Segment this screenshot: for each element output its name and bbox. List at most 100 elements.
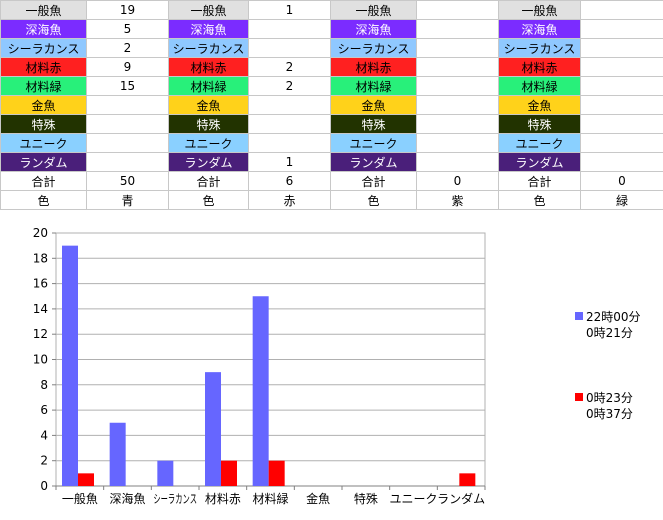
total-value-cell[interactable]: 6 <box>249 172 331 191</box>
category-label-cell[interactable]: 特殊 <box>169 115 249 134</box>
category-label-cell[interactable]: 深海魚 <box>169 20 249 39</box>
x-tick-label: シーラカンス <box>153 492 197 506</box>
x-tick-label: 一般魚 <box>62 491 98 506</box>
category-label-cell[interactable]: 材料赤 <box>169 58 249 77</box>
value-cell[interactable]: 15 <box>87 77 169 96</box>
value-cell[interactable] <box>87 153 169 172</box>
value-cell[interactable] <box>581 39 663 58</box>
value-cell[interactable] <box>87 115 169 134</box>
category-label-cell[interactable]: 深海魚 <box>331 20 417 39</box>
category-label-cell[interactable]: 深海魚 <box>499 20 581 39</box>
category-label-cell[interactable]: 特殊 <box>1 115 87 134</box>
bar <box>459 473 475 486</box>
category-label-cell[interactable]: 金魚 <box>169 96 249 115</box>
value-cell[interactable] <box>417 39 499 58</box>
value-cell[interactable] <box>417 20 499 39</box>
value-cell[interactable] <box>417 58 499 77</box>
value-cell[interactable] <box>249 39 331 58</box>
category-label-cell[interactable]: 一般魚 <box>499 1 581 20</box>
category-label-cell[interactable]: ランダム <box>169 153 249 172</box>
category-label-cell[interactable]: 材料緑 <box>331 77 417 96</box>
value-cell[interactable] <box>581 20 663 39</box>
value-cell[interactable]: 2 <box>249 58 331 77</box>
value-cell[interactable] <box>417 77 499 96</box>
y-tick-label: 8 <box>40 378 48 392</box>
value-cell[interactable]: 19 <box>87 1 169 20</box>
category-label-cell[interactable]: シーラカンス <box>499 39 581 58</box>
category-label-cell[interactable]: シーラカンス <box>169 39 249 58</box>
category-label-cell[interactable]: 材料緑 <box>499 77 581 96</box>
category-label-cell[interactable]: ユニーク <box>331 134 417 153</box>
category-label-cell[interactable]: シーラカンス <box>331 39 417 58</box>
category-label-cell[interactable]: 材料緑 <box>1 77 87 96</box>
category-label-cell[interactable]: ランダム <box>1 153 87 172</box>
category-label-cell[interactable]: 金魚 <box>331 96 417 115</box>
total-value-cell[interactable]: 50 <box>87 172 169 191</box>
category-label-cell[interactable]: 金魚 <box>499 96 581 115</box>
category-label-cell[interactable]: ユニーク <box>1 134 87 153</box>
value-cell[interactable]: 2 <box>249 77 331 96</box>
y-tick-label: 10 <box>33 353 48 367</box>
category-label-cell[interactable]: 一般魚 <box>331 1 417 20</box>
value-cell[interactable] <box>249 115 331 134</box>
total-label-cell[interactable]: 合計 <box>499 172 581 191</box>
total-label-cell[interactable]: 合計 <box>169 172 249 191</box>
value-cell[interactable] <box>417 96 499 115</box>
legend-label: 0時37分 <box>586 407 633 421</box>
value-cell[interactable] <box>581 58 663 77</box>
value-cell[interactable] <box>581 1 663 20</box>
y-tick-label: 16 <box>33 277 48 291</box>
value-cell[interactable] <box>249 20 331 39</box>
category-label-cell[interactable]: 材料赤 <box>499 58 581 77</box>
value-cell[interactable] <box>417 134 499 153</box>
value-cell[interactable]: 2 <box>87 39 169 58</box>
value-cell[interactable] <box>581 153 663 172</box>
bar <box>110 423 126 486</box>
category-label-cell[interactable]: 特殊 <box>499 115 581 134</box>
category-label-cell[interactable]: 一般魚 <box>1 1 87 20</box>
value-cell[interactable] <box>417 153 499 172</box>
value-cell[interactable] <box>87 134 169 153</box>
category-label-cell[interactable]: 特殊 <box>331 115 417 134</box>
bar <box>62 246 78 486</box>
value-cell[interactable] <box>581 77 663 96</box>
category-label-cell[interactable]: 材料赤 <box>331 58 417 77</box>
value-cell[interactable]: 1 <box>249 1 331 20</box>
value-cell[interactable]: 1 <box>249 153 331 172</box>
category-label-cell[interactable]: 一般魚 <box>169 1 249 20</box>
category-label-cell[interactable]: 深海魚 <box>1 20 87 39</box>
value-cell[interactable] <box>581 115 663 134</box>
value-cell[interactable] <box>249 96 331 115</box>
total-value-cell[interactable]: 0 <box>581 172 663 191</box>
total-label-cell[interactable]: 合計 <box>331 172 417 191</box>
y-tick-label: 4 <box>40 428 48 442</box>
category-label-cell[interactable]: ランダム <box>331 153 417 172</box>
category-label-cell[interactable]: ランダム <box>499 153 581 172</box>
value-cell[interactable] <box>87 96 169 115</box>
value-cell[interactable] <box>417 1 499 20</box>
category-label-cell[interactable]: 金魚 <box>1 96 87 115</box>
total-value-cell[interactable]: 0 <box>417 172 499 191</box>
category-label-cell[interactable]: シーラカンス <box>1 39 87 58</box>
y-tick-label: 6 <box>40 403 48 417</box>
value-cell[interactable] <box>581 134 663 153</box>
y-tick-label: 20 <box>33 226 48 240</box>
value-cell[interactable]: 9 <box>87 58 169 77</box>
value-cell[interactable]: 5 <box>87 20 169 39</box>
category-label-cell[interactable]: 材料赤 <box>1 58 87 77</box>
value-cell[interactable] <box>581 96 663 115</box>
table-row: 特殊 特殊 特殊 特殊 <box>1 115 663 134</box>
category-label-cell[interactable]: 材料緑 <box>169 77 249 96</box>
total-label-cell[interactable]: 合計 <box>1 172 87 191</box>
x-tick-label: 材料緑 <box>252 491 288 506</box>
category-label-cell[interactable]: ユニーク <box>169 134 249 153</box>
category-label-cell[interactable]: ユニーク <box>499 134 581 153</box>
x-tick-label: 特殊 <box>354 491 378 506</box>
value-cell[interactable] <box>417 115 499 134</box>
value-cell[interactable] <box>249 134 331 153</box>
